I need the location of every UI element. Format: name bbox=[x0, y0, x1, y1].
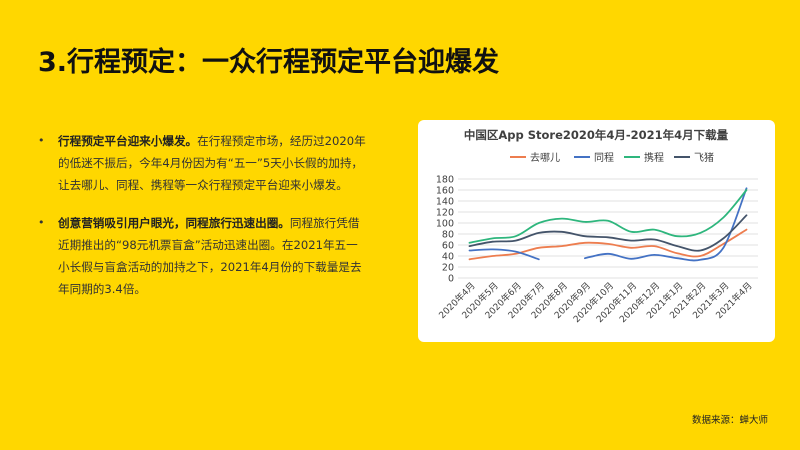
y-tick-label: 20 bbox=[442, 263, 454, 274]
bullet-item: • 行程预定平台迎来小爆发。在行程预定市场，经历过2020年的低迷不振后，今年4… bbox=[38, 130, 368, 196]
y-tick-label: 160 bbox=[436, 186, 454, 197]
chart-title: 中国区App Store2020年4月-2021年4月下载量 bbox=[464, 128, 729, 142]
source-note: 数据来源：蝉大师 bbox=[691, 415, 768, 426]
legend-label: 携程 bbox=[644, 151, 664, 164]
bullet-item: • 创意营销吸引用户眼光，同程旅行迅速出圈。同程旅行凭借近期推出的“98元机票盲… bbox=[38, 212, 368, 300]
series-line bbox=[468, 248, 540, 261]
bullet-text: 行程预定平台迎来小爆发。在行程预定市场，经历过2020年的低迷不振后，今年4月份… bbox=[58, 130, 368, 196]
bullet-dot-icon: • bbox=[38, 216, 45, 229]
y-tick-label: 80 bbox=[442, 230, 454, 241]
y-tick-label: 0 bbox=[448, 274, 454, 285]
y-tick-label: 120 bbox=[436, 208, 454, 219]
legend-label: 去哪儿 bbox=[530, 152, 560, 164]
legend-label: 飞猪 bbox=[694, 152, 714, 164]
bullet-body: 同程旅行凭借近期推出的“98元机票盲盒”活动迅速出圈。在2021年五一小长假与盲… bbox=[58, 216, 362, 296]
page-title: 3.行程预定：一众行程预定平台迎爆发 bbox=[38, 47, 500, 78]
bullet-dot-icon: • bbox=[38, 134, 45, 147]
bullet-body: 在行程预定市场，经历过2020年的低迷不振后，今年4月份因为有“五一”5天小长假… bbox=[58, 134, 366, 192]
bullet-text: 创意营销吸引用户眼光，同程旅行迅速出圈。同程旅行凭借近期推出的“98元机票盲盒”… bbox=[58, 212, 368, 300]
bullet-list: • 行程预定平台迎来小爆发。在行程预定市场，经历过2020年的低迷不振后，今年4… bbox=[38, 130, 368, 316]
series-line bbox=[468, 189, 748, 244]
series-line bbox=[584, 187, 748, 262]
y-tick-label: 60 bbox=[442, 241, 454, 252]
bullet-heading: 行程预定平台迎来小爆发。 bbox=[58, 134, 198, 148]
y-tick-label: 140 bbox=[436, 197, 454, 208]
y-tick-label: 40 bbox=[442, 252, 454, 263]
series-line bbox=[468, 214, 748, 252]
bullet-heading: 创意营销吸引用户眼光，同程旅行迅速出圈。 bbox=[58, 216, 290, 230]
legend-label: 同程 bbox=[594, 152, 614, 164]
y-tick-label: 100 bbox=[436, 219, 454, 230]
series-line bbox=[468, 228, 748, 261]
y-tick-label: 180 bbox=[436, 175, 454, 186]
chart-card: 中国区App Store2020年4月-2021年4月下载量去哪儿 同程 携程 飞猪 0… bbox=[418, 120, 775, 342]
